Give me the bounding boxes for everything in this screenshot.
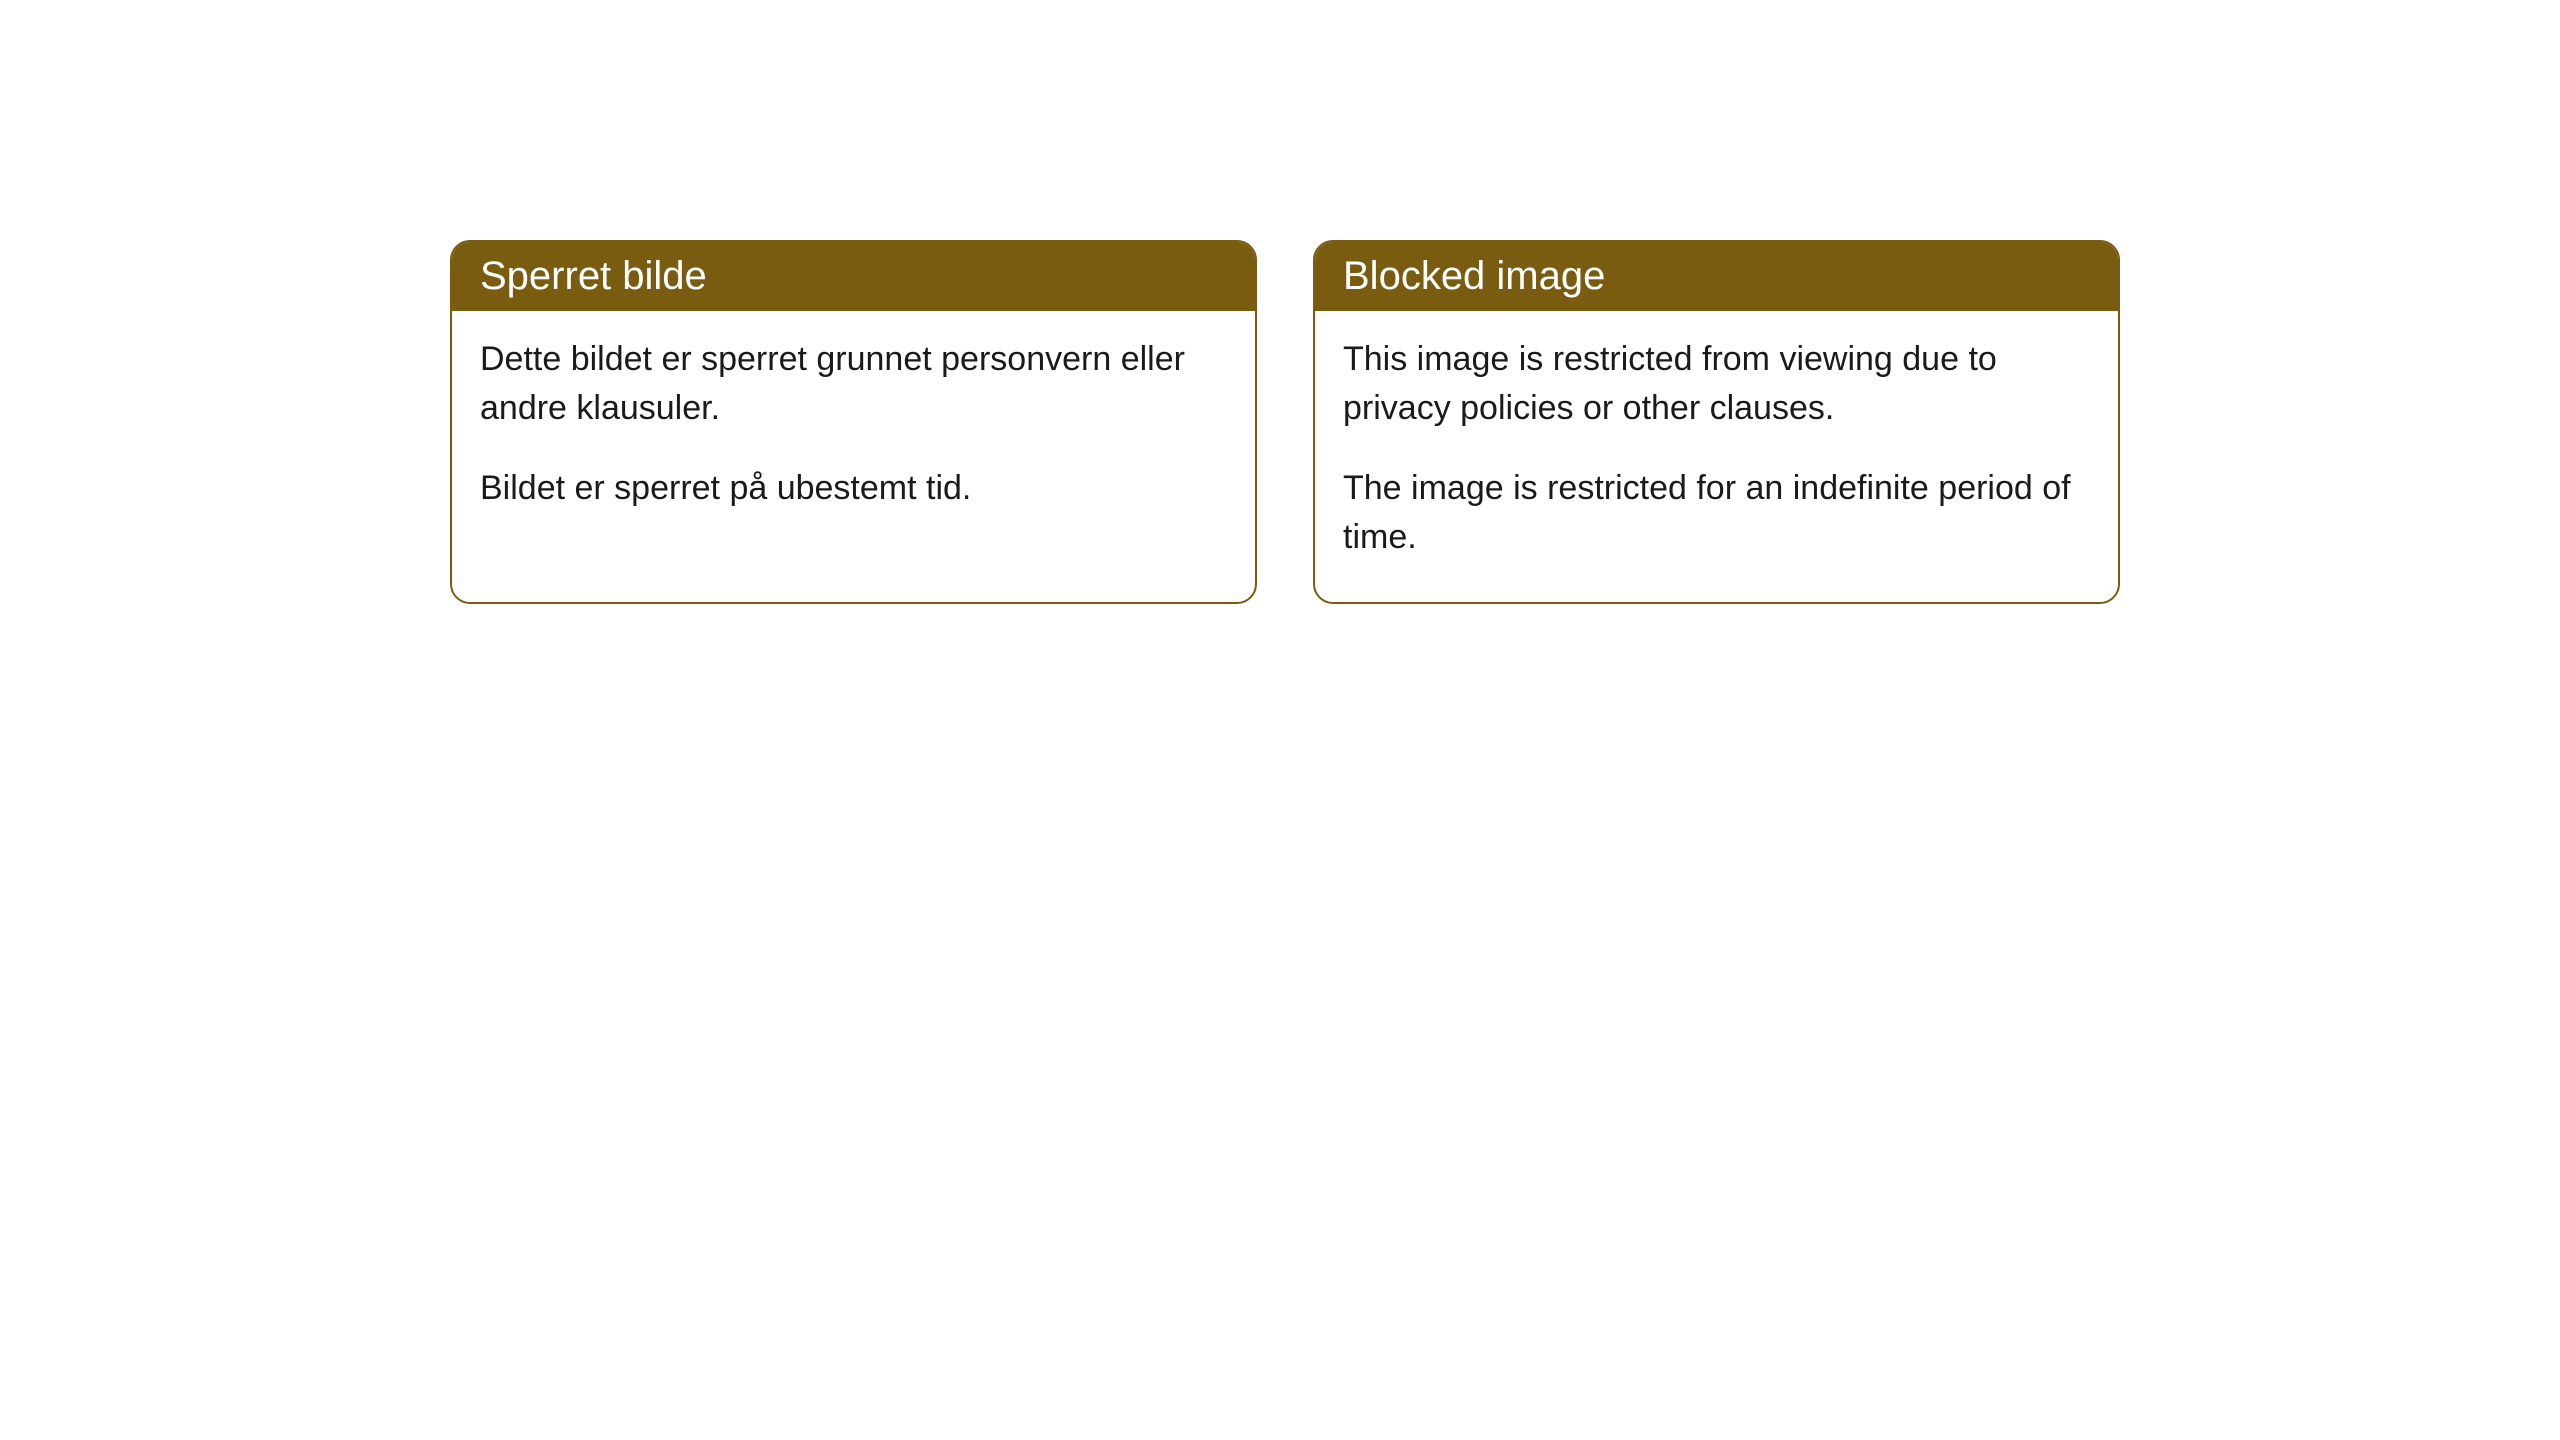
notice-paragraph: This image is restricted from viewing du… bbox=[1343, 335, 2090, 434]
notice-title: Blocked image bbox=[1315, 242, 2118, 311]
notice-paragraph: Bildet er sperret på ubestemt tid. bbox=[480, 464, 1227, 513]
notice-body: Dette bildet er sperret grunnet personve… bbox=[452, 311, 1255, 553]
notice-title: Sperret bilde bbox=[452, 242, 1255, 311]
notice-body: This image is restricted from viewing du… bbox=[1315, 311, 2118, 602]
notice-paragraph: Dette bildet er sperret grunnet personve… bbox=[480, 335, 1227, 434]
notice-paragraph: The image is restricted for an indefinit… bbox=[1343, 464, 2090, 563]
notice-card-norwegian: Sperret bilde Dette bildet er sperret gr… bbox=[450, 240, 1257, 604]
notice-card-english: Blocked image This image is restricted f… bbox=[1313, 240, 2120, 604]
notice-container: Sperret bilde Dette bildet er sperret gr… bbox=[0, 0, 2560, 604]
